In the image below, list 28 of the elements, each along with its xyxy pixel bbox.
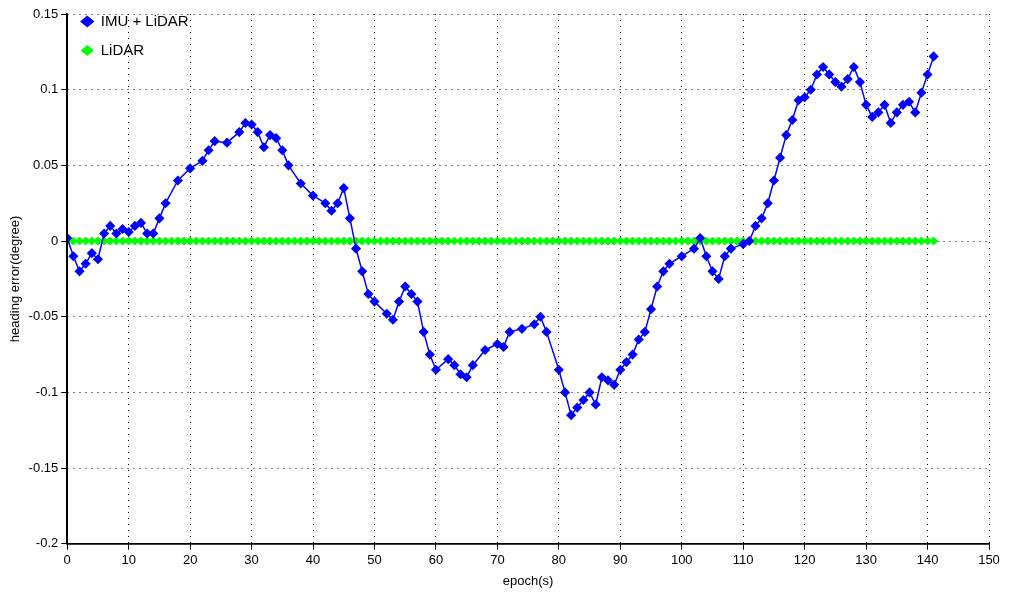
x-tick-label: 120 [793, 552, 816, 568]
y-tick-label: 0 [51, 232, 59, 248]
y-tick-label: 0.1 [40, 81, 59, 97]
y-tick-label: -0.05 [28, 308, 59, 324]
x-tick-label: 100 [670, 552, 693, 568]
y-tick-label: 0.15 [32, 5, 59, 21]
x-tick-label: 30 [244, 552, 259, 568]
legend-label: IMU + LiDAR [100, 11, 189, 29]
x-tick-label: 60 [428, 552, 444, 568]
y-tick-label: -0.15 [28, 459, 59, 475]
y-axis-title: heading error(degree) [7, 215, 23, 343]
y-tick-label: -0.1 [35, 384, 59, 400]
x-tick-label: 80 [551, 552, 567, 568]
x-tick-label: 70 [490, 552, 505, 568]
x-tick-label: 90 [613, 552, 628, 568]
x-tick-label: 150 [978, 552, 1000, 568]
y-tick-label: -0.2 [35, 535, 59, 551]
x-tick-label: 140 [916, 552, 939, 568]
x-tick-label: 130 [855, 552, 877, 568]
x-tick-label: 0 [63, 552, 71, 568]
x-axis-title: epoch(s) [502, 572, 554, 588]
legend-label: LiDAR [100, 40, 145, 58]
x-tick-label: 110 [732, 552, 754, 568]
x-tick-label: 40 [305, 552, 321, 568]
x-tick-label: 20 [182, 552, 198, 568]
y-tick-label: 0.05 [32, 156, 59, 172]
x-tick-label: 50 [367, 552, 382, 568]
x-tick-label: 10 [121, 552, 136, 568]
